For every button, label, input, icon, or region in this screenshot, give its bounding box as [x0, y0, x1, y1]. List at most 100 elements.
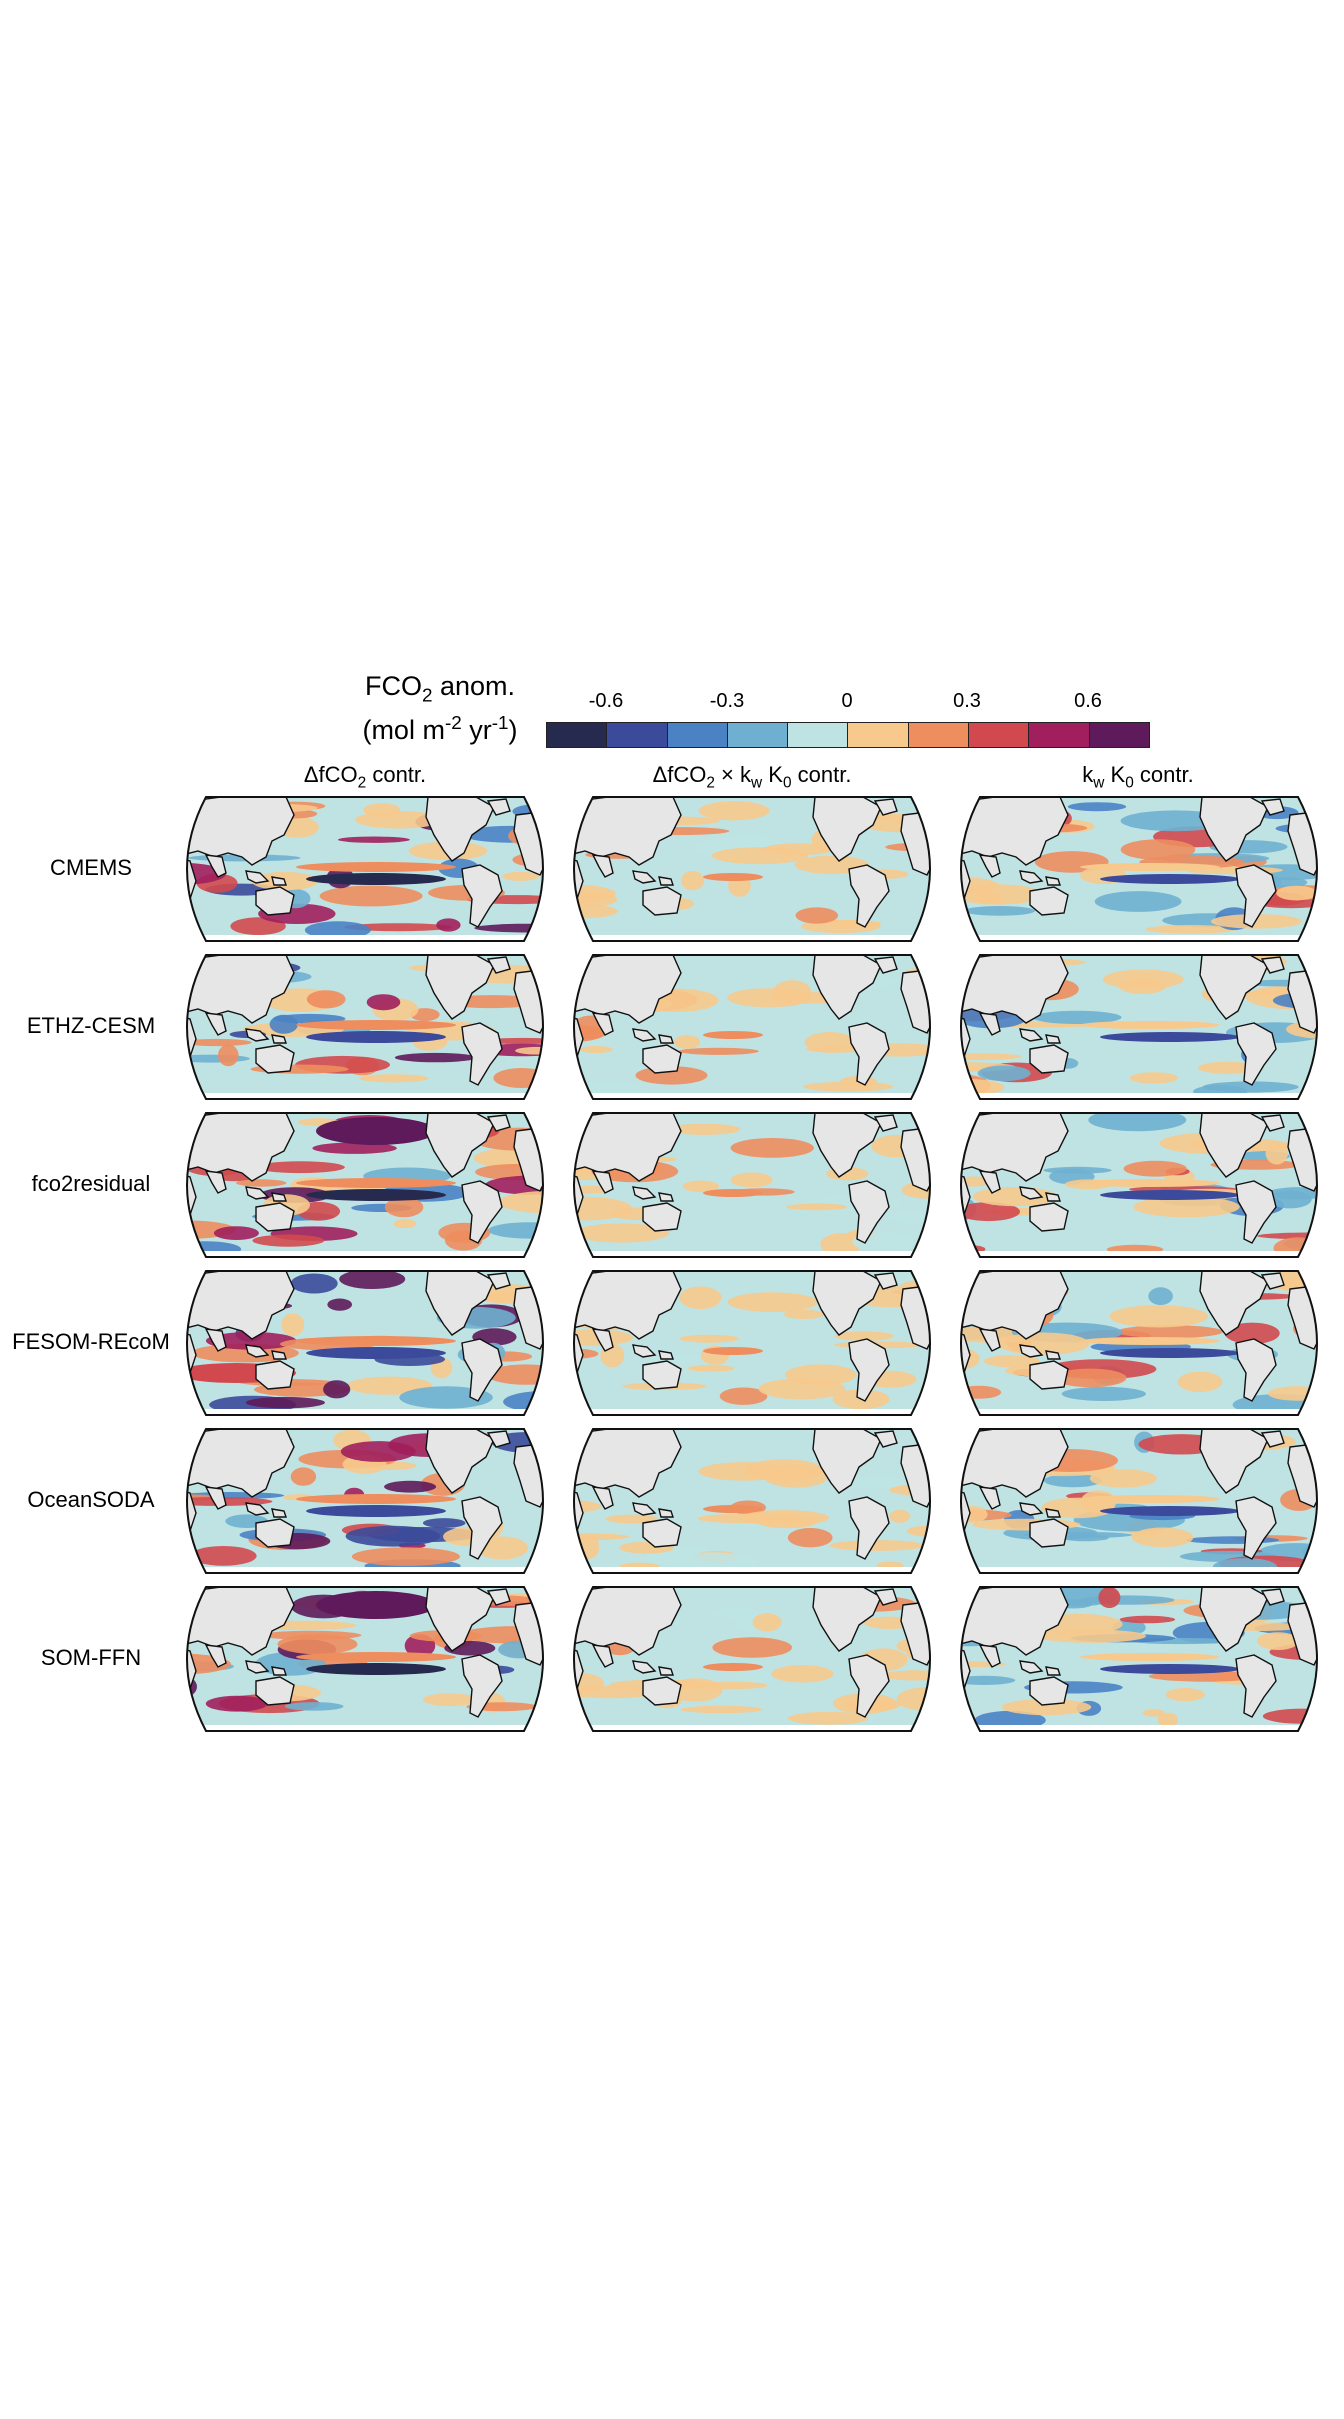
anomaly-patch [1079, 1595, 1175, 1605]
anomaly-patch [187, 862, 226, 885]
colorbar-tick-label: 0.3 [953, 690, 981, 712]
anomaly-patch [730, 1172, 773, 1188]
land-mass [1029, 1360, 1069, 1390]
anomaly-patch [366, 994, 401, 1011]
anomaly-patch [187, 1653, 231, 1675]
anomaly-patch [1061, 1534, 1109, 1542]
land-mass [486, 798, 511, 816]
equatorial-band [306, 1347, 446, 1359]
map-svg [186, 1428, 544, 1574]
land-mass [873, 1588, 898, 1606]
land-mass [486, 1272, 511, 1290]
anomaly-patch [423, 1693, 477, 1707]
land-mass [245, 1344, 287, 1360]
anomaly-patch [889, 1210, 930, 1224]
anomaly-patch [351, 1547, 460, 1566]
anomaly-patch [1061, 1386, 1146, 1401]
row-label-oceansoda: OceanSODA [27, 1487, 155, 1512]
colorbar-tick-label: 0.6 [1074, 690, 1102, 712]
anomaly-patch [394, 1052, 477, 1063]
land-mass [245, 1028, 287, 1044]
title-sub: 2 [421, 685, 433, 707]
map-frame [186, 1586, 544, 1732]
map-frame [573, 954, 931, 1100]
land-mass [425, 797, 495, 862]
anomaly-patch [1123, 1160, 1187, 1177]
anomaly-patch [1224, 1322, 1280, 1344]
col2-mid2: K [762, 762, 783, 787]
antarctic-mask [187, 1725, 543, 1731]
col3-mid: K [1104, 762, 1126, 787]
equatorial-band [296, 862, 456, 872]
map-panel-fesom-recom-col3 [950, 1269, 1328, 1417]
equatorial-band [703, 1505, 763, 1513]
anomaly-patch [727, 1292, 818, 1312]
land-mass [632, 1028, 674, 1044]
anomaly-patch [730, 1138, 814, 1158]
anomaly-patch [974, 1710, 1046, 1730]
anomaly-patch [574, 1533, 630, 1541]
anomaly-patch [1132, 1527, 1194, 1548]
anomaly-patch [784, 1364, 857, 1386]
land-mass [1019, 1186, 1061, 1202]
land-mass [1199, 955, 1269, 1020]
map-panel-fco2residual-col1 [176, 1111, 554, 1259]
land-mass [245, 1660, 287, 1676]
map-panel-som-ffn-col2 [563, 1585, 941, 1733]
antarctic-mask [187, 1567, 543, 1573]
anomaly-patch [205, 1695, 268, 1712]
column-title-dfco2: ΔfCO2 contr. [304, 762, 426, 792]
map-frame [186, 796, 544, 942]
antarctic-mask [574, 1567, 930, 1573]
land-mass [425, 1429, 495, 1494]
anomaly-patch [795, 907, 839, 924]
land-mass [1029, 1044, 1069, 1074]
land-mass [1235, 864, 1277, 928]
col2-post: contr. [791, 762, 852, 787]
colorbar-tick-label: -0.3 [709, 690, 745, 712]
anomaly-patch [339, 1271, 406, 1289]
anomaly-patch [972, 1187, 1057, 1207]
anomaly-patch [719, 1387, 768, 1405]
equatorial-band [1080, 1179, 1220, 1187]
land-mass [204, 854, 227, 878]
anomaly-patch [820, 1233, 861, 1257]
anomaly-patch [1094, 891, 1182, 912]
anomaly-patch [605, 1514, 658, 1524]
equatorial-band [1100, 1348, 1240, 1358]
anomaly-patch [1119, 1615, 1176, 1624]
land-mass [204, 1170, 227, 1194]
units-b: yr [461, 715, 492, 745]
anomaly-patch [1116, 1325, 1223, 1339]
anomaly-patch [997, 1332, 1090, 1355]
map-panel-fco2residual-col2 [563, 1111, 941, 1259]
anomaly-patch [245, 1396, 325, 1409]
map-svg [960, 1112, 1318, 1258]
colorbar-cell [969, 723, 1030, 747]
map-frame [960, 1428, 1318, 1574]
land-mass [486, 956, 511, 974]
anomaly-patch [1148, 1287, 1173, 1306]
anomaly-patch [889, 1509, 911, 1523]
equatorial-band [306, 1189, 446, 1201]
anomaly-patch [213, 1226, 259, 1240]
anomaly-patch [882, 1670, 930, 1681]
land-mass [812, 1429, 882, 1494]
equatorial-band [296, 1652, 456, 1662]
anomaly-patch [1054, 1368, 1127, 1388]
anomaly-patch [678, 1047, 759, 1055]
map-frame [960, 954, 1318, 1100]
land-mass [1260, 1588, 1285, 1606]
anomaly-patch [1129, 1072, 1178, 1084]
land-mass [245, 1502, 287, 1518]
land-mass [1199, 1587, 1269, 1652]
anomaly-patch [1133, 1196, 1240, 1218]
land-mass [1260, 956, 1285, 974]
anomaly-patch [1089, 1469, 1157, 1488]
map-panel-cmems-col3 [950, 795, 1328, 943]
antarctic-mask [961, 935, 1317, 941]
anomaly-patch [574, 1196, 633, 1221]
anomaly-patch [255, 1161, 345, 1174]
map-panel-ethz-cesm-col2 [563, 953, 941, 1101]
anomaly-patch [1001, 1699, 1092, 1716]
